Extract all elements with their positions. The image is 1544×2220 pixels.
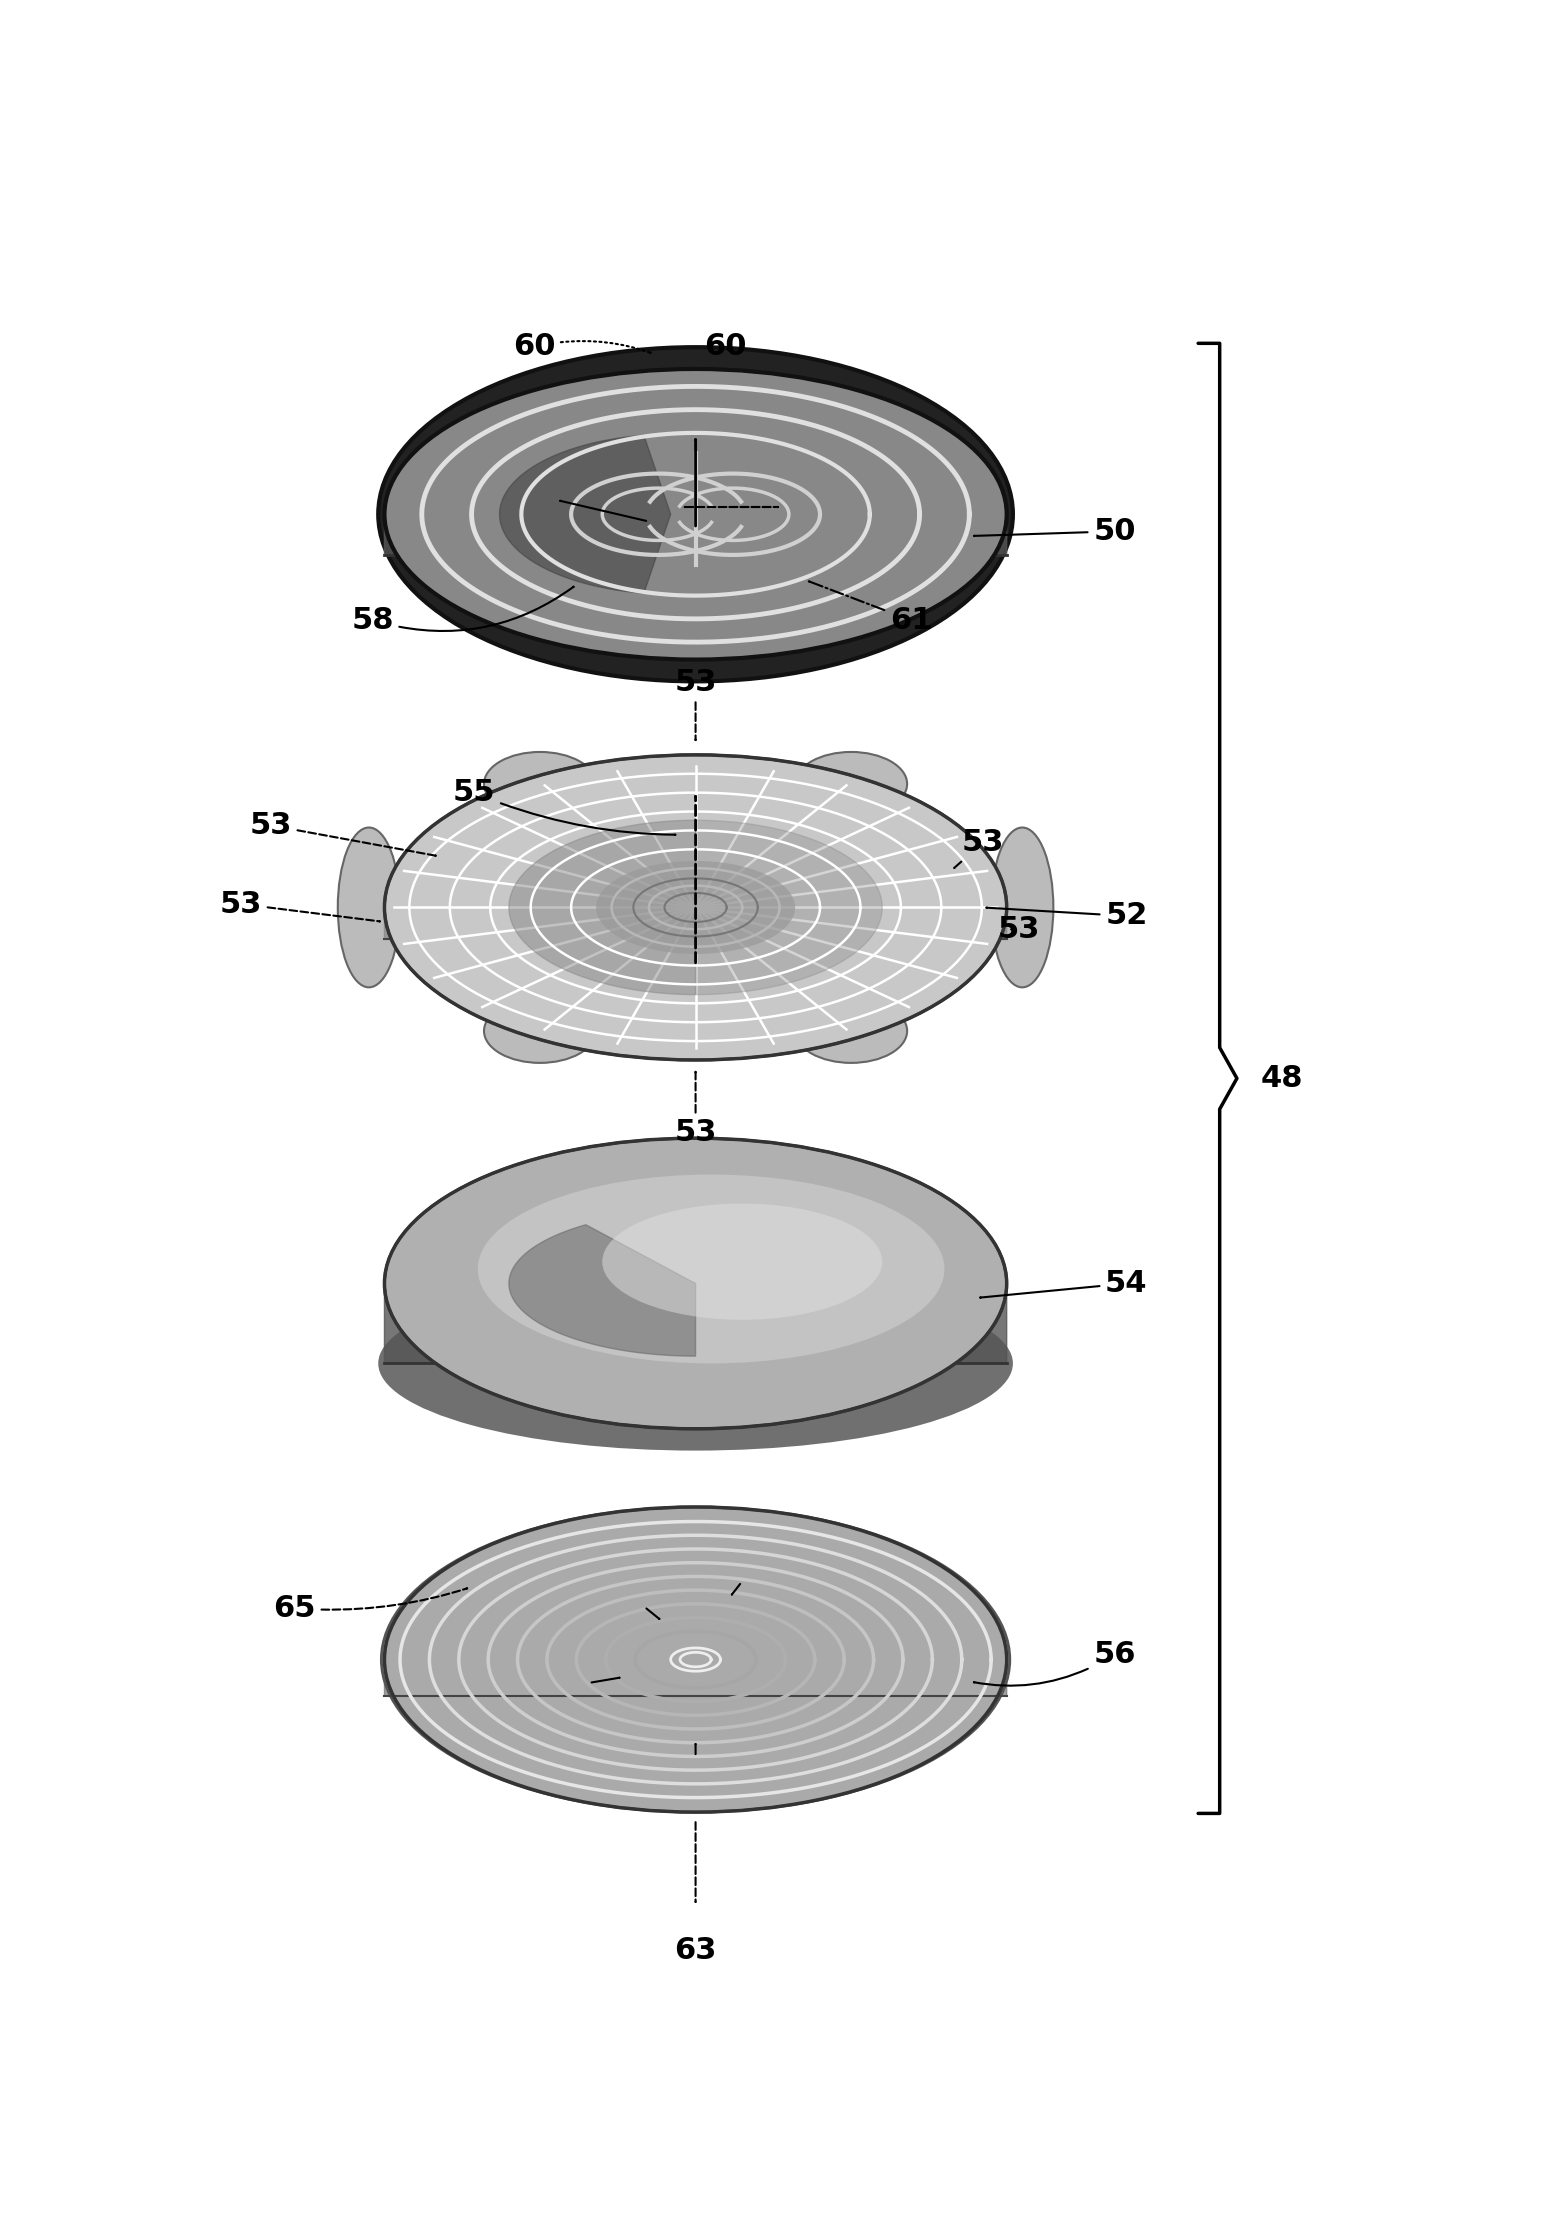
Ellipse shape	[602, 1203, 882, 1321]
Ellipse shape	[338, 828, 400, 988]
Text: 53: 53	[675, 1072, 716, 1148]
Text: 50: 50	[974, 517, 1136, 546]
Ellipse shape	[477, 1174, 945, 1363]
Text: 58: 58	[350, 586, 573, 635]
Ellipse shape	[381, 1507, 1010, 1812]
Text: 60: 60	[513, 333, 650, 362]
Ellipse shape	[384, 1139, 1007, 1430]
Polygon shape	[384, 1283, 1007, 1430]
Ellipse shape	[483, 753, 596, 817]
Text: 55: 55	[452, 779, 675, 835]
Ellipse shape	[384, 369, 1007, 659]
Text: 52: 52	[987, 901, 1147, 930]
Text: 65: 65	[273, 1587, 468, 1623]
Text: 53: 53	[954, 828, 1004, 868]
Text: 56: 56	[974, 1641, 1136, 1685]
Polygon shape	[384, 1661, 1007, 1812]
Text: 53: 53	[219, 890, 380, 921]
Polygon shape	[500, 435, 670, 593]
Text: 48: 48	[1260, 1063, 1303, 1092]
Ellipse shape	[795, 753, 908, 817]
Ellipse shape	[795, 999, 908, 1063]
Text: 63: 63	[675, 1936, 716, 1965]
Text: 54: 54	[980, 1270, 1147, 1299]
Text: 61: 61	[809, 582, 933, 635]
Ellipse shape	[991, 828, 1053, 988]
Ellipse shape	[384, 755, 1007, 1059]
Text: 53: 53	[997, 915, 1039, 944]
Ellipse shape	[378, 1276, 1013, 1450]
Polygon shape	[510, 819, 696, 995]
Polygon shape	[696, 819, 882, 995]
Ellipse shape	[483, 999, 596, 1063]
Polygon shape	[510, 1225, 696, 1356]
Polygon shape	[384, 908, 1007, 1059]
Text: 53: 53	[675, 668, 716, 739]
Ellipse shape	[596, 861, 795, 955]
Text: 53: 53	[250, 810, 435, 857]
Text: 60: 60	[704, 333, 747, 362]
Polygon shape	[384, 515, 1007, 659]
Ellipse shape	[378, 346, 1013, 682]
